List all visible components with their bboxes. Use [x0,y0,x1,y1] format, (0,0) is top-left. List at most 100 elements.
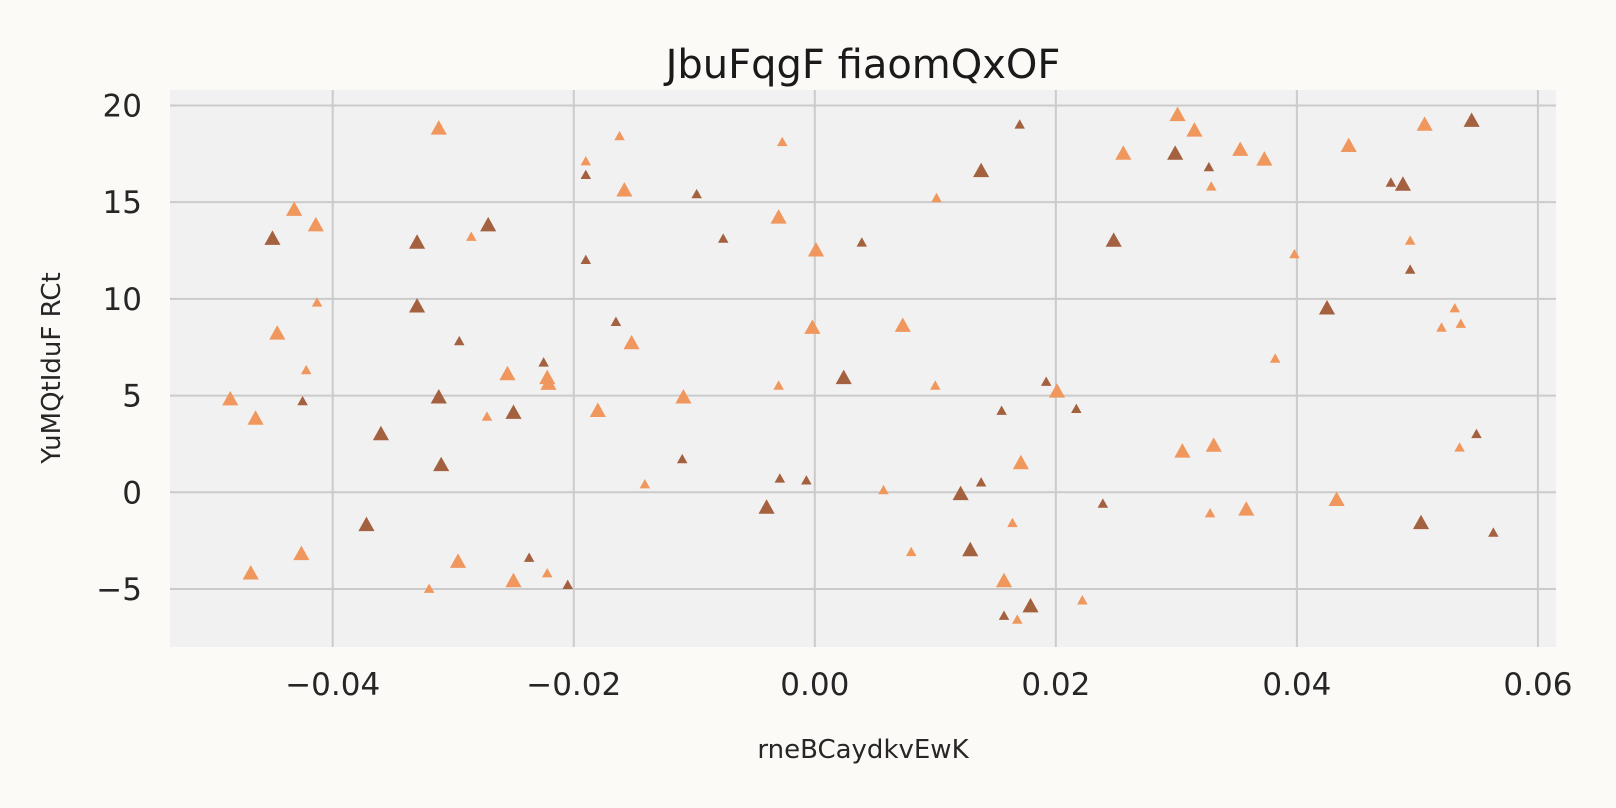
scatter-point [1007,517,1018,528]
scatter-point [1455,318,1467,328]
scatter-point [835,369,852,385]
scatter-point [541,567,553,578]
scatter-point [1048,383,1066,398]
plot-area [170,90,1556,647]
scatter-point [538,357,549,367]
scatter-point [1394,176,1412,191]
scatter-point [905,546,917,557]
scatter-point [1040,376,1052,386]
scatter-point [774,473,786,483]
scatter-point [1404,235,1416,245]
scatter-point [1256,151,1273,166]
scatter-point [675,389,692,404]
scatter-point [408,298,426,313]
scatter-point [1186,122,1203,137]
scatter-point [931,192,942,203]
scatter-point [1238,501,1255,516]
scatter-point [297,395,308,406]
scatter-point [1206,181,1217,191]
x-tick-label: 0.06 [1503,667,1572,703]
scatter-point [930,380,941,390]
scatter-point [1115,145,1132,160]
scatter-point [372,425,389,441]
scatter-point [264,230,281,245]
data-points [222,106,1499,624]
scatter-point [1449,303,1461,313]
x-tick-label: −0.04 [285,667,380,703]
scatter-point [1203,161,1215,172]
scatter-point [804,319,821,334]
grid-lines [170,90,1556,647]
scatter-point [539,369,556,385]
scatter-point [242,565,259,580]
scatter-point [430,120,447,135]
scatter-point [1318,300,1336,315]
scatter-point [481,411,493,421]
scatter-point [717,233,729,243]
scatter-point [1385,177,1397,187]
y-tick-label: 0 [122,475,142,511]
chart-title: JbuFqgF fiaomQxOF [663,42,1061,88]
scatter-point [523,552,535,562]
x-tick-label: 0.04 [1262,667,1331,703]
scatter-point [1412,514,1430,530]
scatter-point [423,583,435,593]
y-tick-label: −5 [96,572,142,608]
scatter-point [691,188,702,199]
scatter-point [1169,106,1186,122]
scatter-point [996,405,1007,415]
scatter-point [1014,119,1025,129]
scatter-point [300,364,312,375]
scatter-point [676,453,688,464]
scatter-point [449,553,467,568]
scatter-point [1340,137,1357,153]
scatter-point [952,485,969,501]
y-axis-label: YuMQtIduF RCt [37,272,67,464]
y-tick-label: 5 [122,379,142,415]
scatter-point [1488,527,1499,537]
scatter-point [1022,597,1039,613]
scatter-point [499,365,516,381]
scatter-point [454,335,465,346]
scatter-point [1232,141,1249,156]
scatter-point [286,201,303,216]
scatter-point [973,162,990,178]
scatter-point [975,477,987,487]
scatter-point [1012,454,1029,470]
scatter-point [430,389,447,404]
scatter-point [639,479,651,489]
scatter-point [307,216,324,232]
scatter-point [1205,437,1222,452]
scatter-point [807,242,825,257]
x-axis-label: rneBCaydkvEwK [757,735,969,765]
scatter-point [878,484,889,495]
scatter-point [1454,442,1465,452]
scatter-point [773,380,784,390]
x-tick-label: −0.02 [526,667,621,703]
scatter-point [998,610,1010,620]
x-tick-label: 0.02 [1021,667,1090,703]
scatter-point [614,130,625,141]
scatter-point [770,209,787,224]
scatter-point [962,541,979,557]
scatter-point [801,475,812,485]
scatter-point [247,410,264,425]
x-tick-label: 0.00 [780,667,849,703]
scatter-point [480,216,497,232]
scatter-point [894,317,911,332]
y-tick-labels: −5 0 5 10 15 20 [96,88,142,608]
scatter-point [580,254,592,265]
scatter-point [995,572,1013,588]
scatter-point [1077,595,1088,605]
scatter-point [580,156,592,166]
scatter-point [758,499,775,514]
scatter-point [505,404,522,419]
scatter-point [1404,264,1416,274]
scatter-point [1012,614,1023,624]
scatter-point [1471,428,1482,439]
scatter-point [562,579,573,589]
scatter-point [1167,145,1184,160]
scatter-point [293,545,310,561]
scatter-point [1269,353,1281,363]
